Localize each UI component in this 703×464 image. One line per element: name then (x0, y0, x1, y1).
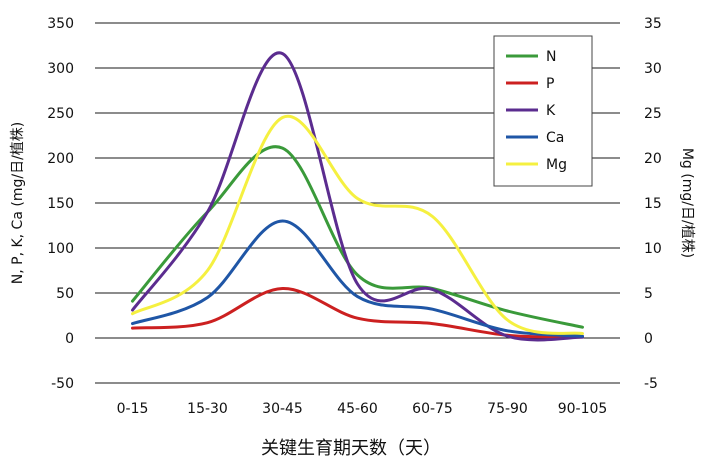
x-axis-ticks: 0-15 15-30 30-45 45-60 60-75 75-90 90-105 (117, 401, 608, 417)
x-tick-label: 90-105 (558, 401, 608, 417)
y-right-tick-label: 0 (644, 331, 653, 347)
legend-label-ca: Ca (546, 130, 564, 146)
y-right-tick-label: 20 (644, 151, 662, 167)
series-line-mg (131, 114, 584, 335)
y-left-tick-label: 50 (56, 286, 74, 302)
x-tick-label: 0-15 (117, 401, 149, 417)
y-right-tick-label: 35 (644, 16, 662, 32)
x-tick-label: 30-45 (262, 401, 303, 417)
x-tick-label: 60-75 (412, 401, 453, 417)
legend-label-n: N (546, 49, 556, 65)
y-right-tick-label: 5 (644, 286, 653, 302)
series-line-ca (131, 219, 584, 338)
x-tick-label: 15-30 (187, 401, 228, 417)
y-left-tick-label: 250 (47, 106, 74, 122)
y-left-tick-label: 150 (47, 196, 74, 212)
y-axis-right-title: Mg (mg/日/植株) (679, 148, 695, 258)
legend-label-p: P (546, 76, 554, 92)
y-left-tick-label: 350 (47, 16, 74, 32)
y-axis-right-ticks: 35 30 25 20 15 10 5 0 -5 (644, 16, 662, 392)
y-right-tick-label: -5 (644, 376, 658, 392)
y-left-tick-label: 0 (65, 331, 74, 347)
y-axis-left-ticks: 350 300 250 200 150 100 50 0 -50 (47, 16, 74, 392)
y-left-tick-label: 200 (47, 151, 74, 167)
x-tick-label: 75-90 (487, 401, 528, 417)
y-left-tick-label: 300 (47, 61, 74, 77)
legend-items: NPK Ca Mg (506, 49, 567, 173)
y-right-tick-label: 25 (644, 106, 662, 122)
y-axis-left-title: N, P, K, Ca (mg/日/植株) (10, 122, 26, 284)
y-right-tick-label: 30 (644, 61, 662, 77)
series-lines (131, 51, 584, 342)
legend: NPK Ca Mg (493, 35, 593, 187)
x-tick-label: 45-60 (337, 401, 378, 417)
y-right-tick-label: 10 (644, 241, 662, 257)
x-axis-title: 关键生育期天数（天） (261, 438, 441, 459)
y-left-tick-label: 100 (47, 241, 74, 257)
y-left-tick-label: -50 (51, 376, 74, 392)
legend-label-k: K (546, 103, 556, 119)
legend-label-mg: Mg (546, 157, 567, 173)
y-right-tick-label: 15 (644, 196, 662, 212)
